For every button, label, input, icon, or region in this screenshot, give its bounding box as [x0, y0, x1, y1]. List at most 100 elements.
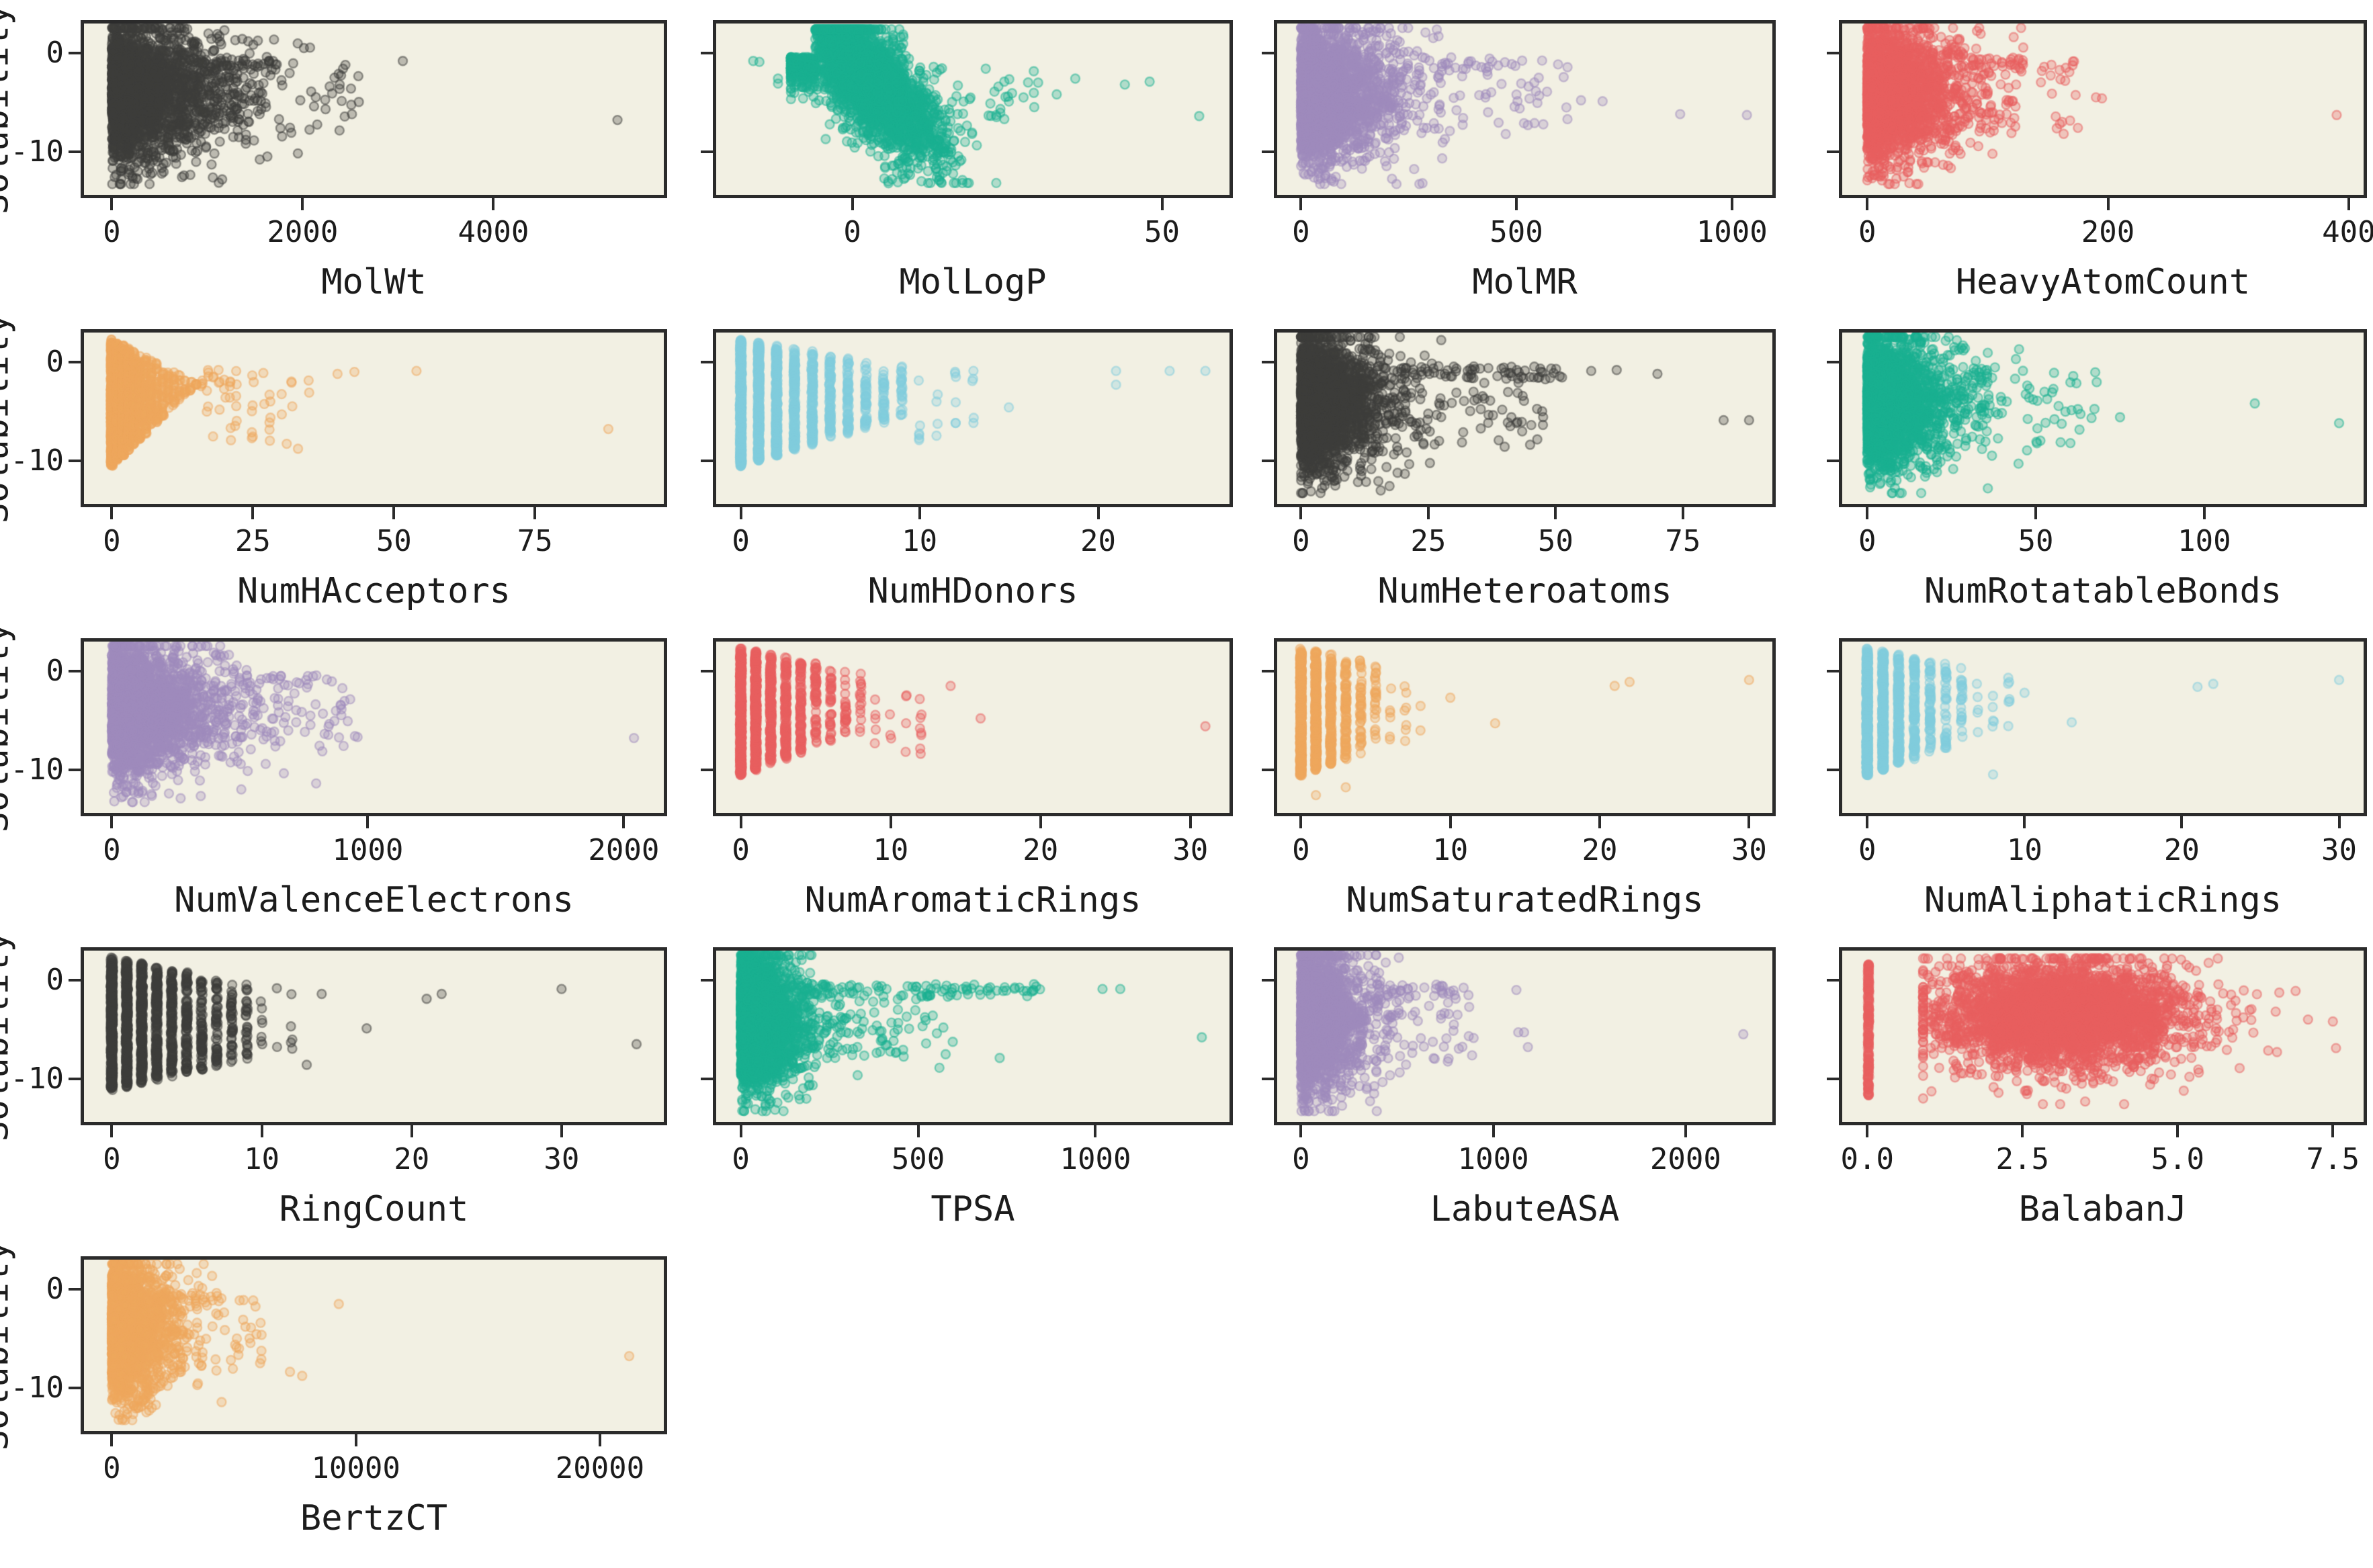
- x-tick-label: 0: [843, 215, 861, 249]
- x-tick-mark: [1684, 1125, 1687, 1137]
- y-tick-label: 0: [46, 653, 64, 688]
- x-tick-label: 50: [1144, 215, 1180, 249]
- x-tick-label: 25: [1410, 524, 1447, 558]
- x-tick-mark: [622, 816, 625, 828]
- x-tick-mark: [1866, 1125, 1869, 1137]
- x-tick-label: 5.0: [2151, 1142, 2205, 1176]
- x-tick-label: 2.5: [1995, 1142, 2049, 1176]
- y-tick-mark: [1827, 669, 1839, 672]
- y-tick-mark: [1827, 768, 1839, 771]
- y-tick-label: -10: [10, 443, 64, 478]
- x-tick-label: 20: [394, 1142, 430, 1176]
- scatter-canvas: [1842, 642, 2364, 813]
- x-tick-label: 10000: [311, 1451, 400, 1485]
- subplot-MolWt: MolWt 0 2000 4000 0 -10 Solubility: [0, 4, 667, 300]
- y-tick-mark: [1827, 51, 1839, 54]
- y-tick-mark: [69, 978, 81, 982]
- x-axis-label: MolLogP: [899, 262, 1047, 302]
- scatter-canvas: [716, 642, 1229, 813]
- x-tick-mark: [392, 507, 396, 519]
- x-tick-label: 0: [103, 833, 121, 867]
- x-tick-mark: [1094, 1125, 1097, 1137]
- subplot-HeavyAtomCount: HeavyAtomCount 0 200 400: [1827, 20, 2373, 300]
- x-tick-mark: [1598, 816, 1602, 828]
- y-tick-mark: [701, 459, 713, 462]
- x-tick-mark: [110, 816, 114, 828]
- x-tick-mark: [1554, 507, 1557, 519]
- x-tick-mark: [1189, 816, 1192, 828]
- x-tick-mark: [1096, 507, 1100, 519]
- x-tick-mark: [2021, 1125, 2024, 1137]
- subplot-NumAromaticRings: NumAromaticRings 0 10 20 30: [701, 638, 1233, 918]
- x-axis-label: NumValenceElectrons: [174, 880, 574, 920]
- y-tick-label: 0: [46, 35, 64, 70]
- x-tick-mark: [366, 816, 370, 828]
- y-tick-mark: [701, 360, 713, 363]
- x-tick-mark: [251, 507, 255, 519]
- x-tick-label: 20: [2163, 833, 2200, 867]
- scatter-canvas: [716, 333, 1229, 504]
- subplot-NumHeteroatoms: NumHeteroatoms 0 25 50 75: [1262, 329, 1776, 609]
- x-tick-mark: [2337, 816, 2341, 828]
- x-tick-mark: [1299, 198, 1303, 210]
- subplot-NumSaturatedRings: NumSaturatedRings 0 10 20 30: [1262, 638, 1776, 918]
- x-tick-mark: [2347, 198, 2350, 210]
- x-tick-mark: [1426, 507, 1430, 519]
- subplot-TPSA: TPSA 0 500 1000: [701, 947, 1233, 1227]
- x-tick-label: 75: [517, 524, 553, 558]
- x-tick-mark: [851, 198, 854, 210]
- x-axis-label: BalabanJ: [2018, 1189, 2188, 1229]
- x-tick-label: 10: [902, 524, 938, 558]
- x-tick-mark: [1160, 198, 1164, 210]
- x-tick-mark: [2331, 1125, 2335, 1137]
- x-tick-label: 75: [1665, 524, 1701, 558]
- x-tick-label: 20: [1582, 833, 1618, 867]
- y-tick-mark: [701, 150, 713, 153]
- y-tick-label: 0: [46, 1271, 64, 1306]
- x-axis-label: NumAromaticRings: [804, 880, 1141, 920]
- subplot-NumHAcceptors: NumHAcceptors 0 25 50 75 0 -10 Solubility: [0, 313, 667, 609]
- x-tick-label: 2000: [588, 833, 660, 867]
- x-tick-label: 20: [1023, 833, 1059, 867]
- x-tick-label: 0: [103, 1451, 121, 1485]
- y-tick-mark: [69, 150, 81, 153]
- x-tick-mark: [739, 816, 742, 828]
- y-tick-mark: [1827, 150, 1839, 153]
- x-tick-mark: [354, 1434, 357, 1446]
- x-tick-mark: [301, 198, 304, 210]
- x-tick-label: 0: [732, 1142, 750, 1176]
- subplot-NumValenceElectrons: NumValenceElectrons 0 1000 2000 0 -10 Solubil…: [0, 622, 667, 918]
- x-tick-label: 50: [1537, 524, 1573, 558]
- x-tick-label: 50: [376, 524, 412, 558]
- y-tick-mark: [1827, 1077, 1839, 1080]
- x-axis-label: NumSaturatedRings: [1346, 880, 1704, 920]
- x-tick-mark: [533, 507, 537, 519]
- x-tick-mark: [110, 198, 114, 210]
- x-tick-label: 100: [2177, 524, 2231, 558]
- y-tick-mark: [1262, 150, 1274, 153]
- scatter-canvas: [1277, 24, 1772, 195]
- x-tick-label: 0: [732, 833, 750, 867]
- scatter-canvas: [84, 333, 664, 504]
- x-tick-mark: [598, 1434, 601, 1446]
- x-tick-mark: [918, 507, 921, 519]
- x-tick-mark: [1492, 1125, 1495, 1137]
- y-tick-mark: [701, 669, 713, 672]
- x-tick-mark: [110, 1434, 114, 1446]
- y-tick-mark: [1262, 978, 1274, 982]
- y-tick-label: -10: [10, 1370, 64, 1405]
- scatter-canvas: [84, 951, 664, 1122]
- x-tick-mark: [110, 1125, 114, 1137]
- x-tick-label: 0.0: [1840, 1142, 1894, 1176]
- x-tick-label: 0: [1292, 1142, 1310, 1176]
- x-axis-label: HeavyAtomCount: [1955, 262, 2251, 302]
- x-tick-label: 4000: [458, 215, 529, 249]
- x-tick-mark: [1299, 507, 1303, 519]
- scatter-canvas: [716, 24, 1229, 195]
- subplot-BertzCT: BertzCT 0 10000 20000 0 -10 Solubility: [0, 1240, 667, 1536]
- x-tick-label: 2000: [1649, 1142, 1721, 1176]
- y-tick-label: -10: [10, 134, 64, 169]
- x-tick-label: 1000: [332, 833, 404, 867]
- x-axis-label: NumHeteroatoms: [1377, 571, 1672, 611]
- y-tick-mark: [1262, 669, 1274, 672]
